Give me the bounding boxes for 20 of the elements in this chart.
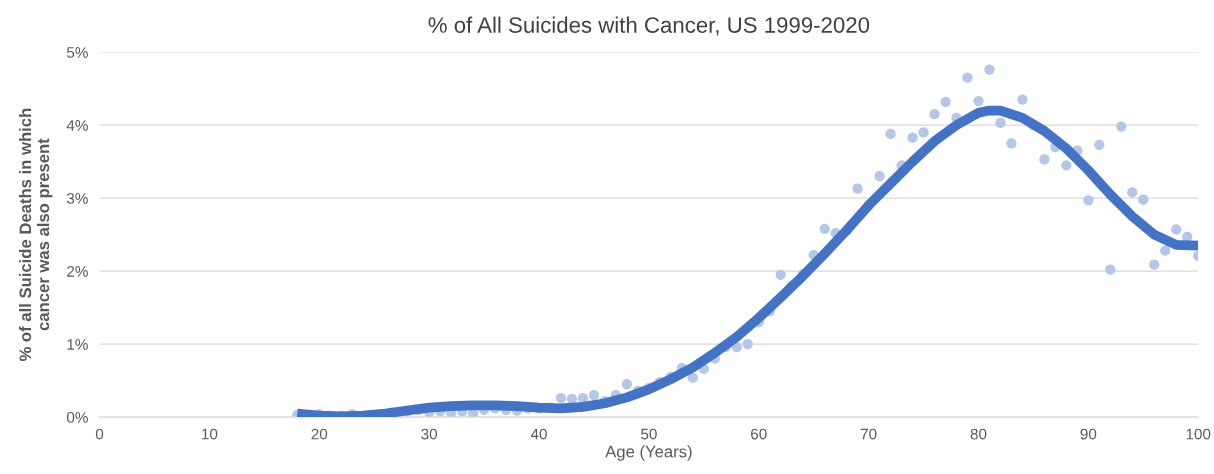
x-tick-label: 20 xyxy=(311,428,328,440)
y-tick-label: 4% xyxy=(66,120,88,131)
y-tick-label: 3% xyxy=(66,193,88,204)
x-tick-label: 80 xyxy=(970,428,987,440)
x-tick-label: 90 xyxy=(1080,428,1097,440)
x-tick-label: 40 xyxy=(530,428,547,440)
x-tick-label: 0 xyxy=(95,428,104,440)
x-tick-label: 10 xyxy=(202,428,218,440)
x-tick-label: 30 xyxy=(421,428,438,440)
y-tick-label: 2% xyxy=(67,266,88,277)
x-axis-title: Age (Years) xyxy=(605,445,692,461)
x-tick-label: 50 xyxy=(641,428,657,440)
x-tick-label: 70 xyxy=(860,428,877,440)
y-tick-label: 0% xyxy=(66,411,88,423)
x-tick-label: 60 xyxy=(751,428,767,440)
y-axis-title: % of all Suicide Deaths in which cancer was also present xyxy=(18,108,53,362)
x-tick-label: 100 xyxy=(1186,428,1211,440)
y-tick-label: 5% xyxy=(66,47,88,58)
y-tick-label: 1% xyxy=(67,339,88,350)
chart-title: % of All Suicides with Cancer, US 1999-2020 xyxy=(428,16,870,36)
